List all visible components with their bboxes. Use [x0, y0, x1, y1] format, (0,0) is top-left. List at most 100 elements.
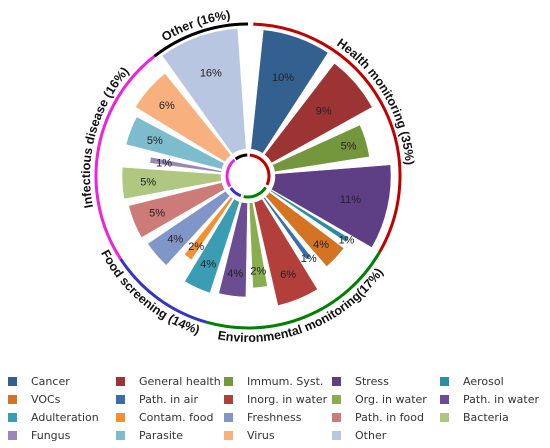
slice-value-label: 5%	[149, 208, 165, 220]
group-rim-other-16	[153, 22, 249, 58]
slice-value-label: 4%	[227, 268, 243, 280]
legend-label: Fungus	[31, 428, 71, 442]
legend-label: Virus	[247, 428, 275, 442]
group-hub-infectious-disease-16	[225, 158, 236, 188]
slice-value-label: 2%	[188, 241, 204, 253]
legend-row: Fungus Parasite Virus Other	[8, 426, 548, 444]
slice-parasite	[125, 116, 225, 170]
legend-item-adulteration: Adulteration	[8, 411, 116, 424]
legend-item-inorg-in-water: Inorg. in water	[224, 393, 332, 406]
legend-item-fungus: Fungus	[8, 429, 116, 442]
slice-freshness	[147, 190, 231, 266]
legend-swatch	[116, 412, 125, 422]
legend-label: Path. in food	[355, 410, 424, 424]
group-hub-food-screening-14	[229, 187, 242, 198]
legend-row: Adulteration Contam. food Freshness Path. i…	[8, 408, 548, 426]
slice-stress	[271, 164, 392, 248]
legend-item-virus: Virus	[224, 429, 332, 442]
legend-item-org-in-water: Org. in water	[332, 393, 440, 406]
slice-value-label: 6%	[280, 269, 296, 281]
legend-swatch	[116, 394, 125, 404]
legend-swatch	[440, 376, 449, 386]
legend-item-stress: Stress	[332, 375, 440, 388]
legend-item-path-in-food: Path. in food	[332, 411, 440, 424]
slice-adulteration	[184, 198, 240, 294]
legend-label: Freshness	[247, 410, 302, 424]
slice-value-label: 11%	[340, 194, 361, 206]
group-rim-food-screening-14	[119, 257, 207, 324]
polar-pie-chart: 10%9%5%11%1%4%1%6%2%4%4%2%4%5%5%1%5%6%16…	[79, 8, 417, 345]
slice-value-label: 4%	[313, 239, 329, 251]
legend-item-aerosol: Aerosol	[440, 375, 548, 388]
legend-swatch	[224, 430, 233, 440]
group-rim-health-monitoring-35	[253, 22, 402, 253]
slice-immum-syst	[272, 124, 370, 173]
legend-swatch	[440, 394, 449, 404]
legend-label: VOCs	[31, 392, 61, 406]
legend-swatch	[8, 376, 17, 386]
group-hub-other-16	[234, 153, 248, 161]
group-hub-environmental-monitoring-17	[243, 186, 267, 199]
legend-item-contam-food: Contam. food	[116, 411, 224, 424]
legend-swatch	[8, 430, 17, 440]
legend-item-general-health: General health	[116, 375, 224, 388]
legend-item-path-in-water: Path. in water	[440, 393, 548, 406]
group-hub-health-monitoring-35	[249, 153, 271, 186]
slices-group	[121, 28, 392, 306]
legend-swatch	[332, 430, 341, 440]
legend-label: Adulteration	[31, 410, 99, 424]
legend-label: General health	[139, 374, 221, 388]
legend-swatch	[440, 412, 449, 422]
group-rim-environmental-monitoring-17	[205, 251, 381, 330]
slice-value-label: 4%	[167, 234, 183, 246]
legend-item-immum-syst: Immum. Syst.	[224, 375, 332, 388]
slice-other	[161, 28, 247, 155]
legend-item-vocs: VOCs	[8, 393, 116, 406]
slice-value-label: 5%	[341, 141, 357, 153]
slice-value-label: 10%	[272, 72, 294, 84]
legend-label: Other	[355, 428, 387, 442]
legend-label: Bacteria	[463, 410, 509, 424]
slice-general-health	[264, 62, 373, 164]
slice-bacteria	[121, 166, 222, 200]
slice-value-label: 1%	[301, 253, 317, 265]
legend-swatch	[116, 376, 125, 386]
slice-value-label: 4%	[200, 258, 216, 270]
slice-value-label: 5%	[147, 135, 163, 147]
legend-swatch	[116, 430, 125, 440]
slice-cancer	[250, 29, 329, 154]
legend-swatch	[332, 376, 341, 386]
legend-item-cancer: Cancer	[8, 375, 116, 388]
legend-swatch	[224, 412, 233, 422]
slice-value-label: 6%	[159, 100, 175, 112]
slice-value-label: 5%	[140, 177, 156, 189]
legend-item-freshness: Freshness	[224, 411, 332, 424]
slice-labels: 10%9%5%11%1%4%1%6%2%4%4%2%4%5%5%1%5%6%16…	[140, 67, 361, 281]
slice-aerosol	[270, 189, 349, 243]
slice-vocs	[265, 191, 345, 267]
legend-label: Org. in water	[355, 392, 427, 406]
legend-label: Path. in water	[463, 392, 540, 406]
legend-label: Stress	[355, 374, 389, 388]
legend-swatch	[8, 394, 17, 404]
slice-value-label: 1%	[338, 234, 354, 246]
legend-label: Inorg. in water	[247, 392, 328, 406]
slice-value-label: 16%	[200, 67, 222, 79]
slice-fungus	[149, 156, 222, 173]
slice-contam-food	[184, 196, 234, 261]
legend-label: Aerosol	[463, 374, 504, 388]
legend-item-bacteria: Bacteria	[440, 411, 548, 424]
group-rim-infectious-disease-16	[94, 55, 156, 260]
slice-org-in-water	[248, 202, 268, 289]
legend-swatch	[332, 412, 341, 422]
slice-inorg-in-water	[253, 198, 318, 306]
legend-item-other: Other	[332, 429, 440, 442]
slice-path-in-water	[218, 201, 248, 298]
legend-swatch	[332, 394, 341, 404]
slice-path-in-air	[263, 196, 312, 260]
legend-swatch	[224, 394, 233, 404]
legend-swatch	[8, 412, 17, 422]
legend-row: VOCs Path. in air Inorg. in water Org. in w…	[8, 390, 548, 408]
slice-value-label: 2%	[250, 265, 266, 277]
slice-value-label: 9%	[316, 106, 332, 118]
